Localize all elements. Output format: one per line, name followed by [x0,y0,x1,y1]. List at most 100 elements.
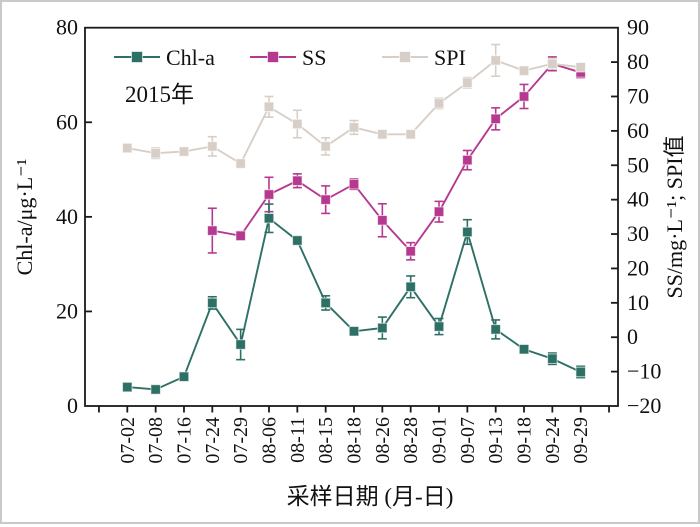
legend-label-ss: SS [302,45,326,70]
data-point-marker [377,129,388,140]
series-ss [207,56,586,261]
data-point-marker [377,215,388,226]
chart-plot-area: 0 20 40 60 80 −20 −10 0 10 20 30 40 50 60 70 80 90 07-02 0… [56,15,661,464]
y-right-tick-label: 10 [627,290,649,315]
data-point-marker [150,384,161,395]
x-axis-title: 采样日期 (月-日) [287,484,454,509]
y-right-tick-label: 20 [627,255,649,280]
data-point-marker [433,206,445,217]
data-point-marker [292,118,303,130]
data-point-marker [235,158,246,169]
data-point-marker [462,154,473,166]
year-annotation: 2015年 [125,82,194,107]
y-left-tick-label: 40 [56,204,78,229]
x-tick-label: 08-06 [258,417,280,464]
x-tick-label: 08-28 [400,417,422,464]
data-point-marker [348,178,360,190]
y-right-tick-label: 80 [627,49,649,74]
legend-label-chl-a: Chl-a [166,45,215,70]
legend-marker-spi [399,51,411,63]
data-point-marker [178,371,190,382]
data-point-marker [405,281,416,293]
y-right-tick-label: −10 [627,359,661,384]
data-point-marker [348,122,360,133]
y-right-tick-label: 50 [627,152,649,177]
data-point-marker [575,366,586,378]
data-point-marker [518,344,530,355]
x-tick-label: 09-18 [514,417,536,464]
y-left-axis-title: Chl-a/μg·L⁻¹ [12,159,37,276]
y-right-axis-title: SS/mg·L⁻¹; SPI值 [662,135,687,298]
data-point-marker [518,65,530,76]
data-point-marker [263,101,275,113]
legend-item-spi: SPI [382,45,466,70]
x-tick-label: 09-01 [429,417,451,464]
data-point-marker [405,129,416,140]
legend-marker-ss [267,51,279,63]
data-point-marker [178,146,190,157]
y-right-tick-label: 0 [627,324,638,349]
data-point-marker [490,324,501,335]
x-tick-label: 09-24 [542,417,564,464]
x-tick-label: 07-24 [202,417,224,464]
data-point-marker [462,226,473,238]
y-right-tick-label: 40 [627,187,649,212]
x-tick-label: 07-08 [145,417,167,464]
data-point-marker [292,235,303,246]
data-point-marker [235,230,246,242]
y-right-tick-label: 70 [627,83,649,108]
y-right-tick-label: 60 [627,118,649,143]
y-right-tick-label: −20 [627,393,661,418]
data-point-marker [320,194,331,205]
data-point-marker [490,113,501,125]
legend-label-spi: SPI [434,45,466,70]
data-point-marker [207,141,218,152]
data-point-marker [122,142,133,154]
data-point-marker [207,225,218,236]
y-left-tick-label: 80 [56,15,78,40]
data-point-marker [263,213,275,224]
data-point-marker [348,326,360,337]
data-point-marker [547,58,558,70]
y-left-tick-label: 20 [56,298,78,323]
data-point-marker [490,55,501,66]
data-point-marker [235,339,246,350]
data-point-marker [150,147,161,159]
series-spi [122,43,586,169]
legend-marker-chl-a [131,51,143,63]
x-tick-label: 08-11 [287,417,309,463]
data-point-marker [320,297,331,309]
y-left-tick-label: 0 [67,393,78,418]
x-tick-label: 07-29 [230,417,252,464]
x-tick-label: 09-13 [485,417,507,464]
data-point-marker [433,98,445,109]
y-left-tick-label: 60 [56,109,78,134]
series-chl-a [122,203,586,395]
data-point-marker [518,91,530,102]
series-line [127,59,581,165]
x-tick-label: 09-07 [457,417,479,464]
x-tick-label: 08-26 [372,417,394,464]
data-point-marker [433,321,445,332]
y-right-tick-label: 30 [627,221,649,246]
x-tick-label: 07-16 [173,417,195,464]
x-tick-label: 09-29 [570,417,592,464]
data-point-marker [292,175,303,186]
legend-item-chl-a: Chl-a [114,45,215,70]
x-tick-label: 07-02 [117,417,139,464]
data-point-marker [547,353,558,364]
legend-item-ss: SS [250,45,326,70]
data-point-marker [405,245,416,257]
x-tick-label: 08-18 [344,417,366,464]
data-point-marker [320,141,331,152]
series-line [127,216,582,391]
data-point-marker [207,297,218,309]
data-point-marker [263,189,275,200]
data-point-marker [377,322,388,334]
x-tick-label: 08-15 [315,417,337,464]
legend: Chl-a SS SPI [114,45,466,70]
data-point-marker [575,61,586,73]
y-right-tick-label: 90 [627,15,649,40]
